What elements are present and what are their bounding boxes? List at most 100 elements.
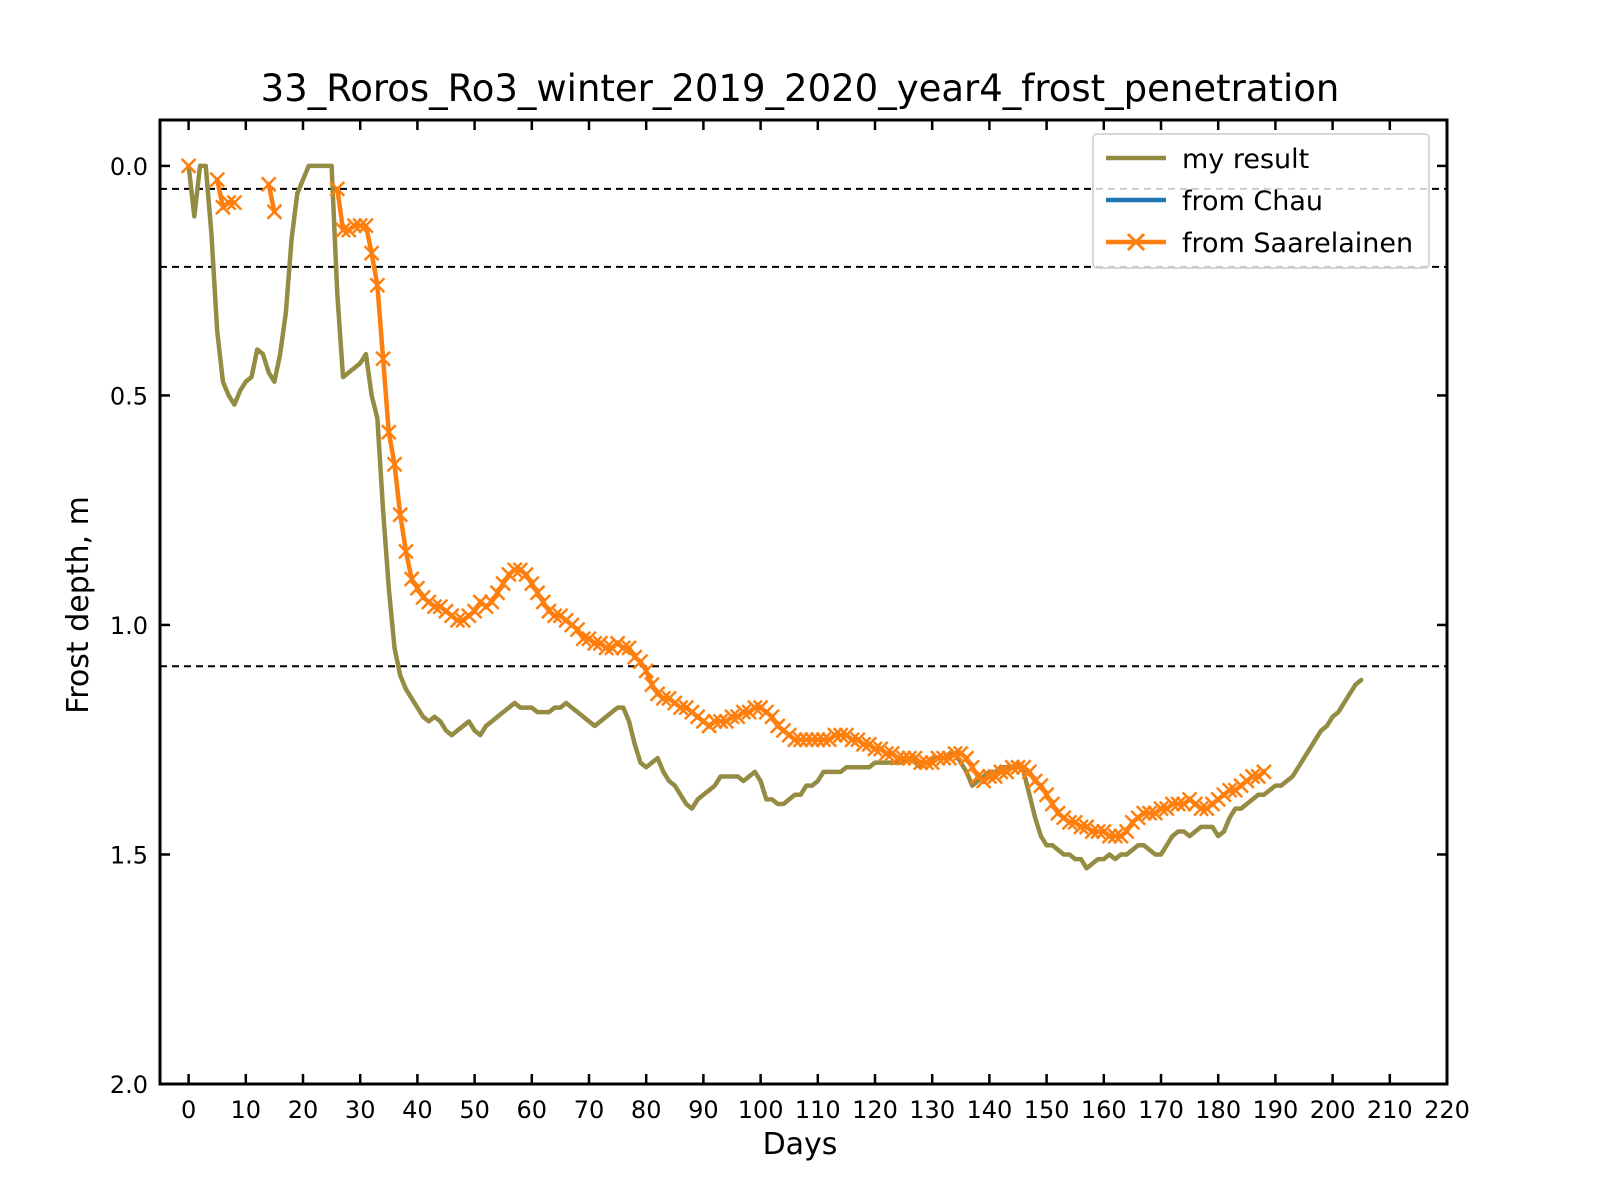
series-marker-from-saarelainen-3-160: [1244, 768, 1261, 785]
series-marker-from-saarelainen-3-141: [1135, 805, 1152, 822]
series-marker-from-saarelainen-3-121: [1021, 763, 1038, 780]
series-marker-from-saarelainen-3-1: [335, 222, 351, 239]
series-marker-from-saarelainen-3-81: [792, 731, 809, 748]
series-marker-from-saarelainen-3-114: [981, 768, 998, 785]
series-marker-from-saarelainen-3-135: [1101, 828, 1118, 844]
series-marker-from-saarelainen-3-103: [918, 754, 935, 771]
y-tick-label-4: 2.0: [110, 1071, 148, 1099]
x-tick-label-18: 180: [1195, 1096, 1241, 1124]
chart-title: 33_Roros_Ro3_winter_2019_2020_year4_fros…: [261, 67, 1340, 110]
series-marker-from-saarelainen-3-27: [483, 594, 500, 610]
series-marker-from-saarelainen-3-33: [518, 566, 534, 583]
series-marker-from-saarelainen-3-71: [735, 704, 752, 721]
series-marker-from-saarelainen-3-132: [1084, 823, 1101, 840]
x-tick-label-15: 150: [1024, 1096, 1070, 1124]
series-marker-from-saarelainen-3-43: [575, 630, 592, 647]
series-marker-from-saarelainen-3-124: [1038, 786, 1055, 803]
series-marker-from-saarelainen-3-4: [352, 217, 369, 234]
x-tick-label-14: 140: [966, 1096, 1012, 1124]
series-marker-from-saarelainen-3-13: [403, 571, 420, 587]
series-marker-from-saarelainen-3-38: [546, 607, 563, 624]
x-tick-label-22: 220: [1424, 1096, 1470, 1124]
series-marker-from-saarelainen-3-53: [632, 653, 649, 670]
series-marker-from-saarelainen-3-92: [855, 736, 872, 753]
x-tick-label-2: 20: [288, 1096, 319, 1124]
x-tick-label-10: 100: [738, 1096, 784, 1124]
series-marker-from-saarelainen-3-138: [1118, 823, 1135, 840]
series-marker-from-saarelainen-3-45: [586, 635, 603, 652]
series-line-my-result-0: [186, 163, 1364, 871]
series-marker-from-saarelainen-1-3: [226, 194, 243, 211]
series-marker-from-saarelainen-3-36: [535, 594, 552, 610]
series-marker-from-saarelainen-3-94: [867, 741, 883, 757]
series-marker-from-saarelainen-3-110: [958, 750, 975, 766]
x-tick-label-20: 200: [1310, 1096, 1356, 1124]
x-axis-label: Days: [763, 1127, 838, 1162]
series-marker-from-saarelainen-3-67: [712, 713, 729, 730]
series-marker-from-saarelainen-3-100: [901, 750, 918, 766]
series-marker-from-saarelainen-3-102: [912, 754, 929, 771]
series-marker-from-saarelainen-3-90: [844, 731, 861, 748]
x-tick-label-11: 110: [795, 1096, 841, 1124]
series-marker-from-saarelainen-3-8: [375, 350, 391, 367]
series-marker-from-saarelainen-3-9: [380, 424, 397, 441]
x-tick-label-6: 60: [517, 1096, 548, 1124]
series-marker-from-saarelainen-3-10: [386, 456, 403, 473]
series-marker-from-saarelainen-3-3: [346, 217, 363, 234]
series-marker-from-saarelainen-3-133: [1090, 823, 1106, 840]
series-marker-from-saarelainen-3-128: [1061, 814, 1078, 831]
series-marker-from-saarelainen-3-108: [947, 745, 963, 762]
series-marker-from-saarelainen-3-66: [706, 713, 723, 730]
x-tick-label-9: 90: [688, 1096, 719, 1124]
series-marker-from-saarelainen-3-130: [1073, 819, 1089, 835]
series-marker-from-saarelainen-3-0: [329, 180, 346, 197]
x-tick-label-4: 40: [402, 1096, 433, 1124]
legend-label-from-saarelainen: from Saarelainen: [1182, 228, 1413, 259]
series-marker-from-saarelainen-3-35: [529, 584, 546, 601]
series-marker-from-saarelainen-3-118: [1004, 759, 1021, 776]
legend-label-from-chau: from Chau: [1182, 186, 1323, 217]
series-marker-from-saarelainen-3-99: [895, 750, 912, 766]
series-marker-from-saarelainen-3-12: [398, 543, 414, 560]
series-marker-from-saarelainen-3-6: [363, 245, 380, 262]
series-marker-from-saarelainen-3-146: [1164, 796, 1181, 812]
x-tick-label-3: 30: [345, 1096, 376, 1124]
series-marker-from-saarelainen-3-76: [764, 708, 780, 725]
series-marker-from-saarelainen-3-116: [992, 763, 1009, 780]
series-marker-from-saarelainen-3-106: [935, 750, 952, 766]
x-tick-label-16: 160: [1081, 1096, 1127, 1124]
x-tick-label-5: 50: [459, 1096, 490, 1124]
series-marker-from-saarelainen-3-11: [392, 506, 409, 523]
plot-frame: [158, 118, 1449, 1086]
y-axis-label: Frost depth, m: [61, 496, 96, 714]
legend-box: [1092, 133, 1430, 269]
series-marker-from-saarelainen-3-85: [815, 731, 832, 748]
axes-layer: 0 10 20 30 40 50 60 70 80 90 100 110 120 130 140 150 160…: [110, 118, 1470, 1124]
series-marker-from-saarelainen-3-24: [466, 603, 483, 620]
series-marker-from-saarelainen-3-28: [489, 584, 506, 601]
series-marker-from-saarelainen-3-105: [930, 750, 946, 766]
series-marker-from-saarelainen-3-151: [1193, 800, 1209, 817]
series-marker-from-saarelainen-3-31: [506, 561, 523, 578]
series-marker-from-saarelainen-2-1: [266, 203, 283, 220]
x-tick-label-13: 130: [909, 1096, 955, 1124]
x-tick-label-0: 0: [181, 1096, 196, 1124]
series-marker-from-saarelainen-3-88: [832, 727, 849, 744]
series-marker-from-saarelainen-3-144: [1153, 800, 1169, 817]
series-marker-from-saarelainen-1-0: [209, 171, 226, 188]
series-marker-from-saarelainen-3-84: [809, 731, 826, 748]
x-tick-label-17: 170: [1138, 1096, 1184, 1124]
series-marker-from-saarelainen-3-42: [569, 621, 586, 638]
series-marker-from-saarelainen-3-54: [638, 662, 655, 679]
series-marker-from-saarelainen-3-47: [598, 640, 615, 656]
series-marker-from-saarelainen-3-142: [1141, 805, 1158, 822]
x-tick-label-7: 70: [574, 1096, 605, 1124]
series-marker-from-saarelainen-3-51: [621, 640, 637, 656]
series-marker-from-saarelainen-3-96: [878, 745, 895, 762]
series-marker-from-saarelainen-3-82: [798, 731, 815, 748]
y-tick-label-2: 1.0: [110, 612, 148, 640]
series-marker-from-saarelainen-3-34: [523, 575, 540, 592]
x-tick-label-21: 210: [1367, 1096, 1413, 1124]
series-marker-from-saarelainen-3-60: [672, 699, 689, 716]
series-marker-from-saarelainen-3-136: [1107, 828, 1124, 844]
